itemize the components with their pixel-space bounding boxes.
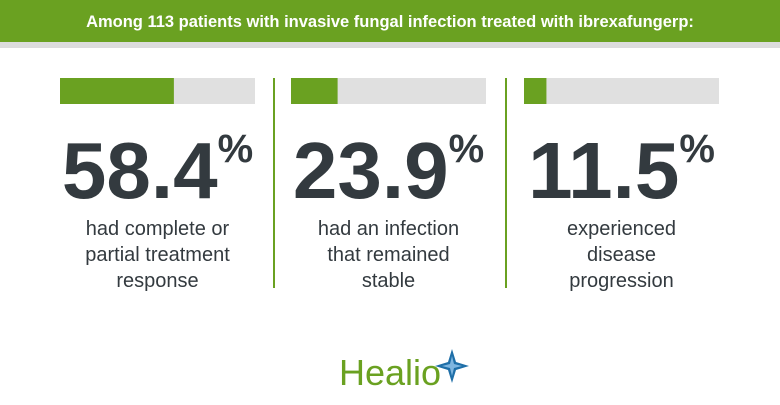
stat-value: 58.4% bbox=[62, 126, 253, 215]
stat-label: progression bbox=[569, 270, 674, 292]
title: Among 113 patients with invasive fungal … bbox=[86, 13, 694, 31]
stat-number: 58.4 bbox=[62, 126, 218, 215]
logo-icon bbox=[435, 349, 469, 383]
stat-number: 11.5 bbox=[528, 126, 679, 215]
stat-unit: % bbox=[218, 127, 254, 171]
stat-unit: % bbox=[679, 127, 715, 171]
stat-label: stable bbox=[362, 270, 415, 292]
header-band bbox=[0, 0, 780, 42]
stat-label: disease bbox=[587, 244, 656, 266]
stat-label: response bbox=[116, 270, 198, 292]
stat-unit: % bbox=[449, 127, 485, 171]
stat-label: partial treatment bbox=[85, 244, 230, 266]
stat-value: 23.9% bbox=[293, 126, 484, 215]
stat-value: 11.5% bbox=[528, 126, 715, 215]
stat-label: experienced bbox=[567, 218, 676, 240]
stat-number: 23.9 bbox=[293, 126, 449, 215]
logo: Healio bbox=[339, 352, 441, 393]
stat-label: had an infection bbox=[318, 218, 459, 240]
progress-bar bbox=[524, 78, 547, 104]
stat-label: had complete or bbox=[86, 218, 230, 240]
progress-track bbox=[524, 78, 719, 104]
progress-bar bbox=[291, 78, 338, 104]
stat-label: that remained bbox=[327, 244, 449, 266]
progress-bar bbox=[60, 78, 174, 104]
header-shadow bbox=[0, 42, 780, 48]
